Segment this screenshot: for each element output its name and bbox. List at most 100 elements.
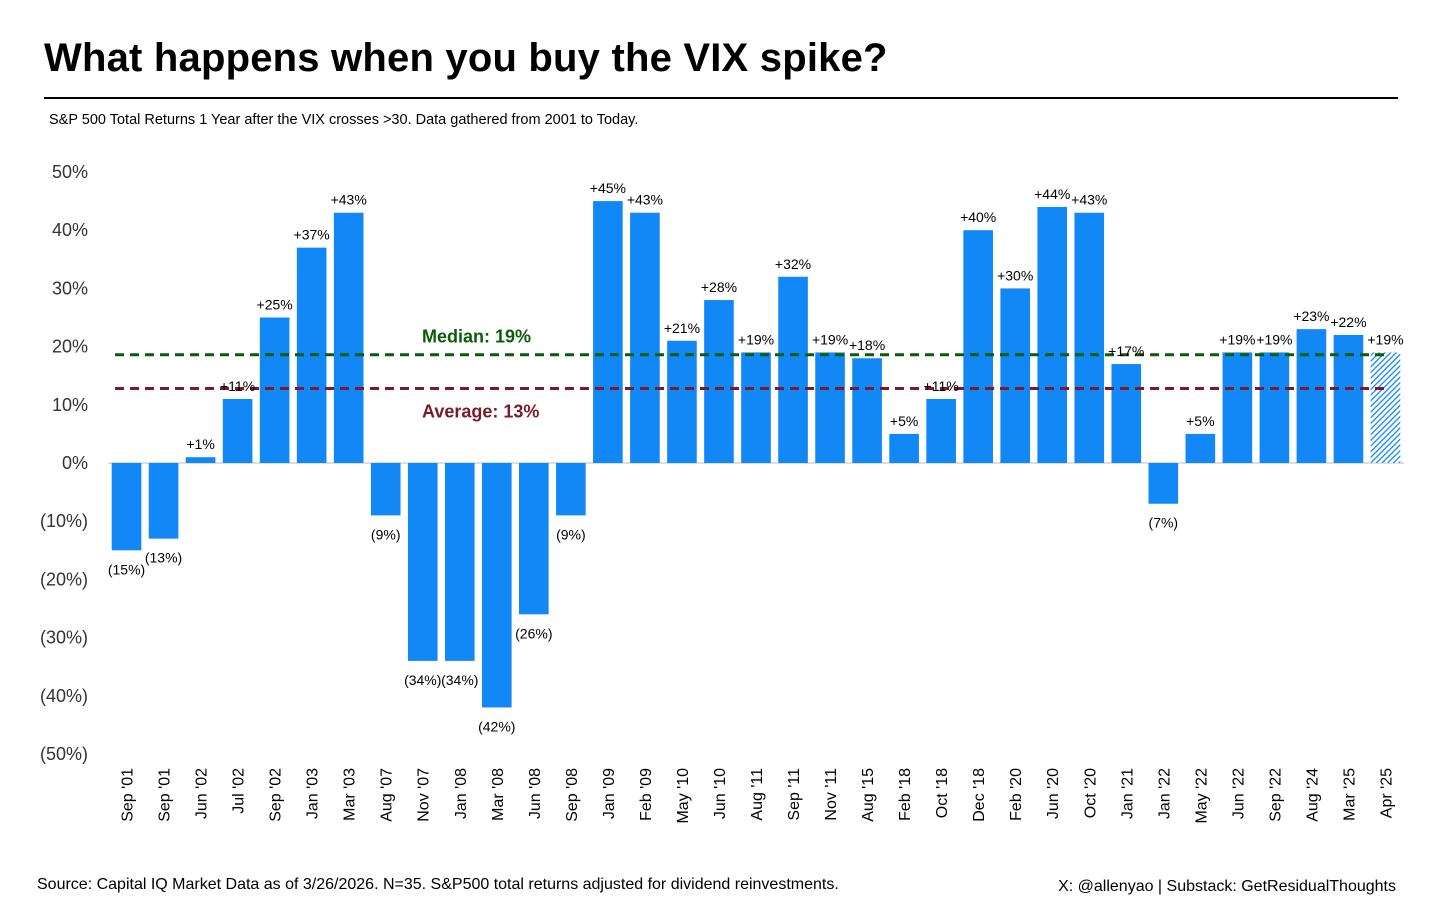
y-tick-label: 50%	[52, 162, 88, 182]
x-tick-label: Sep '22	[1267, 768, 1284, 822]
reference-line-label: Average: 13%	[422, 402, 539, 422]
x-tick-label: Mar '25	[1341, 768, 1358, 821]
x-tick-label: Mar '03	[342, 768, 359, 821]
x-tick-label: Dec '18	[971, 768, 988, 822]
x-tick-label: Jun '22	[1230, 768, 1247, 819]
data-label: +5%	[890, 413, 918, 429]
chart-subtitle: S&P 500 Total Returns 1 Year after the V…	[49, 112, 639, 128]
bar	[222, 398, 253, 463]
data-label: +22%	[1330, 314, 1366, 330]
y-tick-label: 0%	[62, 453, 88, 473]
bar	[1000, 288, 1031, 463]
bar-chart: 50% 40% 30% 20% 10% 0% (10%) (20%) (30%) (40%) (50…	[40, 162, 1404, 824]
bar	[630, 212, 660, 463]
x-tick-label: Jun '08	[527, 768, 544, 819]
bar	[852, 358, 882, 463]
data-label: +28%	[701, 279, 737, 295]
author-credit: X: @allenyao | Substack: GetResidualThou…	[1058, 878, 1396, 895]
data-label: (13%)	[145, 550, 182, 566]
bar	[667, 340, 697, 463]
x-tick-label: Aug '07	[379, 768, 396, 822]
data-label: (42%)	[478, 718, 515, 734]
x-tick-label: Jan '03	[305, 768, 322, 819]
data-label: +43%	[331, 192, 367, 208]
bar	[259, 317, 290, 463]
bar	[889, 433, 919, 463]
x-tick-label: Sep '11	[786, 768, 803, 821]
x-axis: Sep '01 Sep '01 Jun '02 Jul '02 Sep '02 Jan '…	[120, 768, 1396, 824]
y-tick-label: (20%)	[40, 569, 88, 589]
bar	[1148, 463, 1179, 504]
x-tick-label: Jan '09	[601, 768, 618, 819]
data-label: +11%	[924, 378, 959, 394]
x-tick-label: Sep '01	[120, 768, 137, 822]
x-tick-label: Jan '21	[1119, 768, 1136, 819]
bar	[185, 457, 216, 463]
y-tick-label: (30%)	[40, 628, 88, 648]
data-label: (26%)	[515, 625, 552, 641]
x-tick-label: Jun '02	[194, 768, 211, 819]
bar	[704, 300, 734, 463]
data-label: +44%	[1034, 186, 1070, 202]
source-note: Source: Capital IQ Market Data as of 3/2…	[37, 876, 839, 893]
bar	[556, 463, 586, 516]
bar	[1222, 352, 1253, 463]
bar	[444, 463, 475, 661]
x-tick-label: Feb '09	[638, 768, 655, 821]
data-label: +32%	[775, 256, 811, 272]
y-tick-label: 30%	[52, 278, 88, 298]
data-label: (9%)	[371, 526, 401, 542]
data-labels: (15%)(13%) +1% +11% +25% +37% +43% (9%) (34%) (3…	[108, 180, 1404, 734]
data-label: +43%	[1071, 192, 1107, 208]
x-tick-label: May '10	[675, 768, 692, 824]
data-label: +5%	[1186, 413, 1214, 429]
bar	[741, 352, 771, 463]
x-tick-label: Jan '22	[1156, 768, 1173, 819]
x-tick-label: Nov '07	[416, 768, 433, 822]
data-label: +40%	[960, 209, 996, 225]
bar	[370, 463, 401, 516]
data-label: +17%	[1108, 343, 1144, 359]
reference-lines: Median: 19% Average: 13%	[115, 327, 1390, 422]
x-tick-label: Aug '11	[749, 768, 766, 821]
bar	[778, 276, 808, 463]
bar	[1111, 364, 1142, 463]
bar	[519, 463, 549, 615]
bar	[407, 463, 438, 661]
data-label: +43%	[627, 192, 663, 208]
data-label: +21%	[664, 320, 700, 336]
data-label: +18%	[849, 337, 885, 353]
bar	[926, 398, 956, 463]
data-label: +19%	[738, 331, 774, 347]
y-tick-label: 10%	[52, 395, 88, 415]
data-label: +19%	[1219, 331, 1255, 347]
bar	[815, 352, 845, 463]
data-label: (34%)	[441, 672, 478, 688]
bar	[963, 230, 993, 463]
data-label: +1%	[186, 436, 214, 452]
bars	[111, 201, 1401, 708]
x-tick-label: Jan '08	[453, 768, 470, 819]
bar	[593, 201, 623, 463]
data-label: (7%)	[1149, 515, 1179, 531]
bar	[1037, 206, 1068, 464]
chart-title: What happens when you buy the VIX spike?	[44, 36, 888, 80]
data-label: +19%	[812, 331, 848, 347]
x-tick-label: Oct '20	[1082, 768, 1099, 818]
data-label: +37%	[294, 227, 330, 243]
x-tick-label: Jun '10	[712, 768, 729, 819]
data-label: +45%	[590, 180, 626, 196]
bar	[1185, 433, 1216, 463]
x-tick-label: Sep '08	[564, 768, 581, 822]
data-label: +30%	[997, 267, 1033, 283]
bar	[1333, 334, 1364, 463]
y-tick-label: 20%	[52, 337, 88, 357]
reference-line-label: Median: 19%	[422, 327, 531, 347]
bar	[1296, 329, 1327, 463]
x-tick-label: Jun '20	[1045, 768, 1062, 819]
x-tick-label: Sep '02	[268, 768, 285, 822]
bar	[111, 463, 142, 551]
x-tick-label: Oct '18	[934, 768, 951, 818]
data-label: +11%	[220, 378, 255, 394]
x-tick-label: Feb '20	[1008, 768, 1025, 821]
